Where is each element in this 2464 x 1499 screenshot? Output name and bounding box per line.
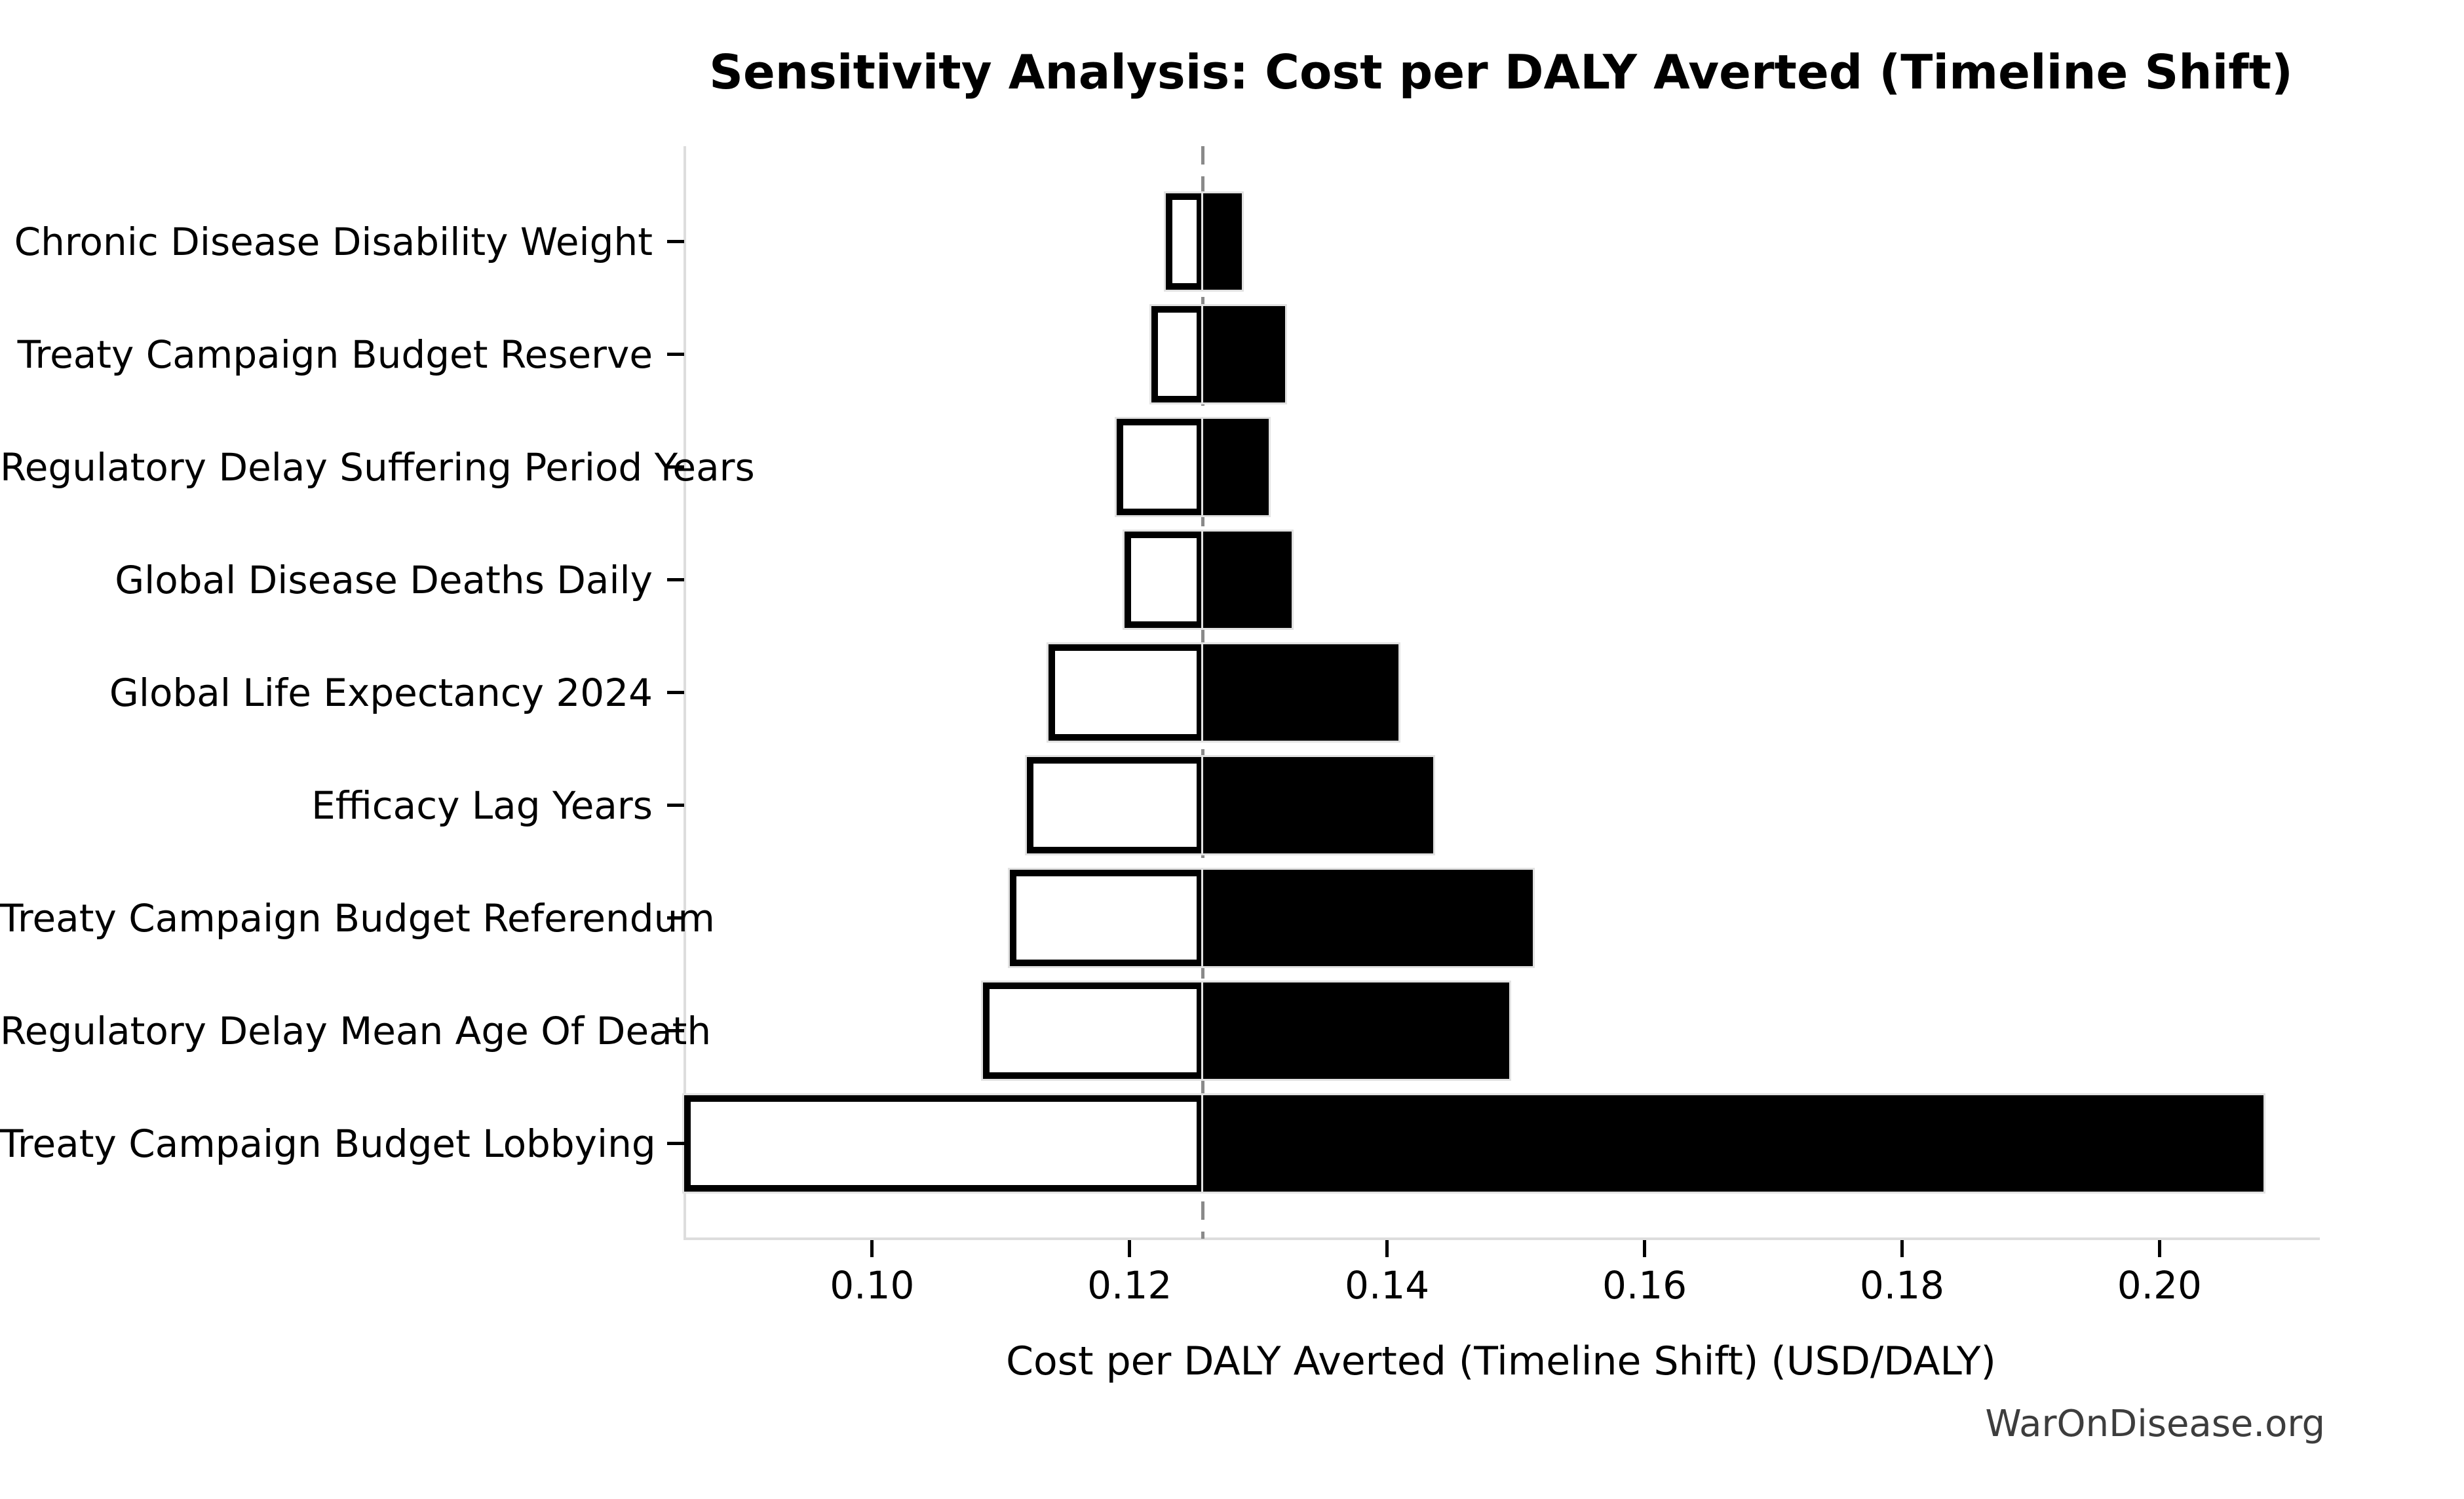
x-tick-label: 0.16 [1602, 1263, 1687, 1308]
x-axis-spine [683, 1237, 2320, 1240]
category-label: Chronic Disease Disability Weight [14, 219, 653, 264]
low-value-bar [982, 983, 1203, 1079]
x-tick-mark [1900, 1240, 1904, 1257]
low-value-bar [1117, 419, 1203, 515]
y-axis-spine [683, 146, 686, 1239]
x-tick-label: 0.14 [1345, 1263, 1430, 1308]
high-value-bar [1203, 870, 1533, 966]
category-label: Regulatory Delay Suffering Period Years [0, 444, 755, 490]
high-value-bar [1203, 306, 1286, 402]
y-tick-mark [667, 1029, 684, 1032]
category-label: Treaty Campaign Budget Referendum [0, 895, 715, 941]
high-value-bar [1203, 757, 1434, 853]
high-value-bar [1203, 1095, 2264, 1192]
low-value-bar [1165, 193, 1203, 290]
y-tick-mark [667, 240, 684, 243]
footer-watermark: WarOnDisease.org [1985, 1403, 2325, 1445]
high-value-bar [1203, 644, 1399, 741]
high-value-bar [1203, 419, 1269, 515]
low-value-bar [1124, 532, 1203, 628]
category-label: Treaty Campaign Budget Lobbying [0, 1121, 656, 1166]
y-tick-mark [667, 916, 684, 920]
category-label: Regulatory Delay Mean Age Of Death [0, 1008, 712, 1053]
x-tick-mark [870, 1240, 874, 1257]
x-tick-mark [1643, 1240, 1647, 1257]
y-tick-mark [667, 353, 684, 356]
x-tick-label: 0.10 [830, 1263, 915, 1308]
y-tick-mark [667, 1142, 684, 1145]
y-tick-mark [667, 465, 684, 469]
low-value-bar [1151, 306, 1203, 402]
low-value-bar [1048, 644, 1203, 741]
low-value-bar [684, 1095, 1203, 1192]
x-axis-label: Cost per DALY Averted (Timeline Shift) (… [1006, 1338, 1996, 1384]
category-label: Global Life Expectancy 2024 [109, 670, 653, 715]
y-tick-mark [667, 578, 684, 581]
low-value-bar [1026, 757, 1203, 853]
low-value-bar [1010, 870, 1203, 966]
x-tick-mark [2157, 1240, 2161, 1257]
chart-title: Sensitivity Analysis: Cost per DALY Aver… [709, 45, 2293, 100]
x-tick-mark [1128, 1240, 1132, 1257]
category-label: Efficacy Lag Years [311, 783, 653, 828]
x-tick-label: 0.12 [1087, 1263, 1172, 1308]
high-value-bar [1203, 193, 1242, 290]
x-tick-mark [1385, 1240, 1389, 1257]
category-label: Treaty Campaign Budget Reserve [17, 332, 653, 377]
x-tick-label: 0.18 [1859, 1263, 1945, 1308]
y-tick-mark [667, 804, 684, 807]
high-value-bar [1203, 983, 1510, 1079]
y-tick-mark [667, 691, 684, 694]
category-label: Global Disease Deaths Daily [115, 557, 653, 602]
high-value-bar [1203, 532, 1292, 628]
x-tick-label: 0.20 [2117, 1263, 2202, 1308]
